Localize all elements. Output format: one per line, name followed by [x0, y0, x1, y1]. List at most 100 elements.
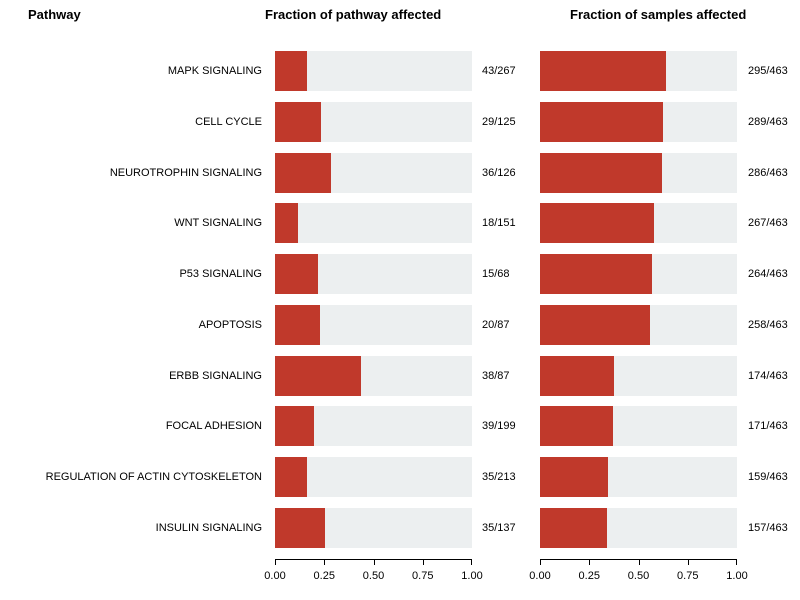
- pathway-column-header: Pathway: [28, 7, 81, 22]
- samples-affected-count: 171/463: [748, 420, 788, 433]
- pathway-name-label: APOPTOSIS: [198, 318, 262, 331]
- pathway-affected-bar: [275, 254, 319, 295]
- pathway-row: WNT SIGNALING 18/151 267/463: [0, 203, 800, 244]
- samples-affected-bar-track: [540, 254, 737, 295]
- pathway-affected-count: 20/87: [482, 318, 510, 331]
- pathway-row: FOCAL ADHESION 39/199 171/463: [0, 406, 800, 447]
- axis-tick: [540, 560, 541, 565]
- samples-affected-bar-track: [540, 406, 737, 447]
- samples-affected-bar: [540, 406, 613, 447]
- axis-tick-label: 0.75: [412, 570, 434, 582]
- pathway-affected-bar: [275, 507, 326, 548]
- samples-affected-bar: [540, 51, 666, 91]
- samples-affected-count: 157/463: [748, 521, 788, 534]
- pathway-affected-count: 36/126: [482, 166, 516, 179]
- pathway-affected-bar-track: [275, 355, 472, 396]
- axis-tick: [638, 560, 640, 565]
- samples-affected-count: 267/463: [748, 217, 788, 230]
- pathway-affected-bar-track: [275, 101, 472, 142]
- pathway-name-label: REGULATION OF ACTIN CYTOSKELETON: [45, 471, 262, 484]
- samples-affected-bar: [540, 507, 607, 548]
- pathway-affected-count: 35/213: [482, 471, 516, 484]
- pathway-affected-bar: [275, 304, 321, 345]
- pathway-affected-bar: [275, 457, 308, 498]
- pathway-affected-bar: [275, 152, 332, 193]
- pathway-affected-count: 29/125: [482, 115, 516, 128]
- samples-affected-bar-track: [540, 507, 737, 548]
- samples-affected-bar: [540, 304, 650, 345]
- samples-affected-count: 264/463: [748, 268, 788, 281]
- samples-affected-count: 289/463: [748, 115, 788, 128]
- pathway-affected-x-axis: 0.00 0.25 0.50 0.75 1.00: [264, 559, 483, 592]
- pathway-affected-count: 43/267: [482, 65, 516, 77]
- axis-tick: [422, 560, 424, 565]
- pathway-affected-bar-track: [275, 254, 472, 295]
- samples-affected-bar-track: [540, 152, 737, 193]
- pathway-row: P53 SIGNALING 15/68 264/463: [0, 254, 800, 295]
- pathway-affected-bar-track: [275, 457, 472, 498]
- samples-affected-bar: [540, 203, 654, 244]
- samples-affected-count: 258/463: [748, 318, 788, 331]
- axis-tick-label: 1.00: [461, 570, 483, 582]
- axis-tick: [373, 560, 375, 565]
- pathway-affected-count: 35/137: [482, 521, 516, 534]
- samples-affected-bar: [540, 355, 615, 396]
- samples-affected-bar-track: [540, 355, 737, 396]
- pathway-affected-bar-track: [275, 203, 472, 244]
- pathway-affected-count: 15/68: [482, 268, 510, 281]
- pathway-affected-bar: [275, 51, 307, 91]
- samples-affected-bar-track: [540, 304, 737, 345]
- pathway-name-label: P53 SIGNALING: [179, 268, 262, 281]
- samples-affected-x-axis: 0.00 0.25 0.50 0.75 1.00: [529, 559, 748, 592]
- axis-tick: [736, 560, 737, 565]
- samples-affected-bar-track: [540, 457, 737, 498]
- pathway-name-label: CELL CYCLE: [195, 115, 262, 128]
- pathway-name-label: FOCAL ADHESION: [165, 420, 262, 433]
- pathway-affected-bar-track: [275, 406, 472, 447]
- pathway-row: CELL CYCLE 29/125 289/463: [0, 101, 800, 142]
- samples-affected-bar: [540, 457, 608, 498]
- pathway-row: APOPTOSIS 20/87 258/463: [0, 304, 800, 345]
- pathway-affected-column-header: Fraction of pathway affected: [265, 7, 442, 22]
- axis-tick-label: 0.00: [529, 570, 551, 582]
- samples-affected-bar-track: [540, 101, 737, 142]
- samples-affected-bar-track: [540, 51, 737, 91]
- pathway-affected-bar: [275, 355, 362, 396]
- pathway-affected-bar: [275, 406, 314, 447]
- pathway-affected-count: 39/199: [482, 420, 516, 433]
- axis-tick: [687, 560, 689, 565]
- axis-tick: [324, 560, 326, 565]
- pathway-name-label: ERBB SIGNALING: [169, 369, 262, 382]
- pathway-affected-count: 38/87: [482, 369, 510, 382]
- axis-tick-label: 1.00: [726, 570, 748, 582]
- samples-affected-count: 286/463: [748, 166, 788, 179]
- pathway-affected-bar: [275, 203, 299, 244]
- pathway-affected-bar-track: [275, 304, 472, 345]
- axis-tick-label: 0.75: [677, 570, 699, 582]
- samples-affected-count: 295/463: [748, 65, 788, 77]
- samples-affected-bar-track: [540, 203, 737, 244]
- samples-affected-count: 159/463: [748, 471, 788, 484]
- axis-tick: [471, 560, 472, 565]
- axis-tick-label: 0.00: [264, 570, 286, 582]
- samples-affected-count: 174/463: [748, 369, 788, 382]
- axis-tick: [589, 560, 591, 565]
- pathway-affected-bar-track: [275, 152, 472, 193]
- pathway-name-label: NEUROTROPHIN SIGNALING: [109, 166, 262, 179]
- pathway-row: REGULATION OF ACTIN CYTOSKELETON 35/213 …: [0, 457, 800, 498]
- pathway-row: ERBB SIGNALING 38/87 174/463: [0, 355, 800, 396]
- pathway-row: NEUROTROPHIN SIGNALING 36/126 286/463: [0, 152, 800, 193]
- pathway-affected-count: 18/151: [482, 217, 516, 230]
- pathway-name-label: INSULIN SIGNALING: [155, 521, 262, 534]
- samples-affected-bar: [540, 152, 662, 193]
- samples-affected-bar: [540, 101, 663, 142]
- pathway-name-label: WNT SIGNALING: [174, 217, 262, 230]
- pathway-affected-bar: [275, 101, 321, 142]
- axis-tick-label: 0.50: [362, 570, 385, 582]
- pathway-row: INSULIN SIGNALING 35/137 157/463: [0, 507, 800, 548]
- pathway-rows: MAPK SIGNALING 43/267 295/463 CELL CYCLE…: [0, 51, 800, 548]
- pathway-row: MAPK SIGNALING 43/267 295/463: [0, 51, 800, 91]
- axis-tick-label: 0.50: [627, 570, 650, 582]
- axis-tick-label: 0.25: [578, 570, 600, 582]
